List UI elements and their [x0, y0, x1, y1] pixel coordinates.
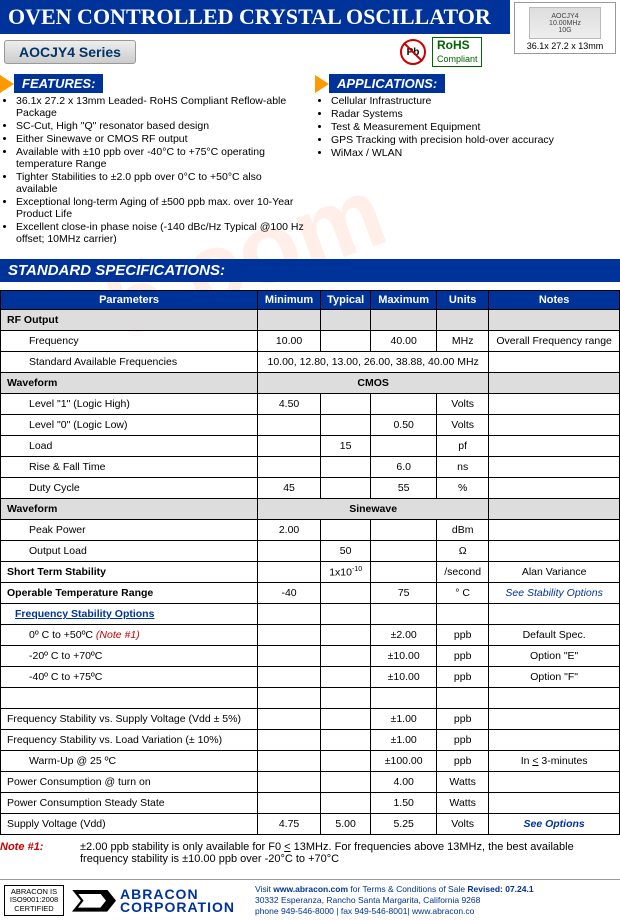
- table-row: Frequency Stability Options: [1, 604, 620, 625]
- rohs-badge: RoHS Compliant: [432, 37, 483, 67]
- table-row: Level "1" (Logic High)4.50Volts: [1, 394, 620, 415]
- pb-free-icon: Pb: [400, 39, 426, 65]
- list-item: GPS Tracking with precision hold-over ac…: [331, 134, 620, 146]
- table-row: RF Output: [1, 310, 620, 331]
- table-row: Frequency Stability vs. Supply Voltage (…: [1, 709, 620, 730]
- features-heading: FEATURES:: [14, 74, 103, 93]
- chip-diagram: AOCJY4 10.00MHz 10G 36.1x 27.2 x 13mm: [514, 2, 616, 54]
- list-item: WiMax / WLAN: [331, 147, 620, 159]
- list-item: Cellular Infrastructure: [331, 95, 620, 107]
- company-logo: ABRACON CORPORATION: [72, 888, 235, 913]
- list-item: Excellent close-in phase noise (-140 dBc…: [16, 221, 305, 245]
- table-row: Output Load50Ω: [1, 541, 620, 562]
- features-list: 36.1x 27.2 x 13mm Leaded- RoHS Compliant…: [0, 95, 305, 245]
- abracon-logo-icon: [72, 890, 116, 912]
- table-row: Power Consumption Steady State1.50Watts: [1, 793, 620, 814]
- spec-table: ParametersMinimumTypicalMaximumUnitsNote…: [0, 290, 620, 835]
- table-row: Rise & Fall Time6.0ns: [1, 457, 620, 478]
- table-row: -40º C to +75ºC±10.00ppbOption "F": [1, 667, 620, 688]
- table-row: Short Term Stability1x10-10/secondAlan V…: [1, 562, 620, 583]
- footer-info: Visit www.abracon.com for Terms & Condit…: [255, 884, 534, 917]
- table-row: -20º C to +70ºC±10.00ppbOption "E": [1, 646, 620, 667]
- applications-list: Cellular InfrastructureRadar SystemsTest…: [315, 95, 620, 159]
- cert-box: ABRACON ISISO9001:2008CERTIFIED: [4, 885, 64, 916]
- list-item: Test & Measurement Equipment: [331, 121, 620, 133]
- list-item: Radar Systems: [331, 108, 620, 120]
- list-item: 36.1x 27.2 x 13mm Leaded- RoHS Compliant…: [16, 95, 305, 119]
- list-item: Exceptional long-term Aging of ±500 ppb …: [16, 196, 305, 220]
- table-row: Standard Available Frequencies10.00, 12.…: [1, 352, 620, 373]
- spec-heading: STANDARD SPECIFICATIONS:: [0, 259, 620, 282]
- table-row: Duty Cycle4555%: [1, 478, 620, 499]
- list-item: Either Sinewave or CMOS RF output: [16, 133, 305, 145]
- footer: ABRACON ISISO9001:2008CERTIFIED ABRACON …: [0, 879, 620, 921]
- table-row: 0º C to +50ºC (Note #1)±2.00ppbDefault S…: [1, 625, 620, 646]
- applications-heading: APPLICATIONS:: [329, 74, 445, 93]
- table-row: Frequency10.0040.00MHzOverall Frequency …: [1, 331, 620, 352]
- table-row: Level "0" (Logic Low)0.50Volts: [1, 415, 620, 436]
- list-item: Available with ±10 ppb over -40°C to +75…: [16, 146, 305, 170]
- table-row: WaveformCMOS: [1, 373, 620, 394]
- note-1: Note #1: ±2.00 ppb stability is only ava…: [0, 841, 620, 865]
- list-item: Tighter Stabilities to ±2.0 ppb over 0°C…: [16, 171, 305, 195]
- series-badge: AOCJY4 Series: [4, 40, 136, 64]
- table-row: WaveformSinewave: [1, 499, 620, 520]
- table-row: Peak Power2.00dBm: [1, 520, 620, 541]
- table-row: Supply Voltage (Vdd)4.755.005.25VoltsSee…: [1, 814, 620, 835]
- table-row: [1, 688, 620, 709]
- table-row: Frequency Stability vs. Load Variation (…: [1, 730, 620, 751]
- table-row: Load15pf: [1, 436, 620, 457]
- page-title: OVEN CONTROLLED CRYSTAL OSCILLATOR: [0, 0, 510, 34]
- list-item: SC-Cut, High "Q" resonator based design: [16, 120, 305, 132]
- table-row: Warm-Up @ 25 ºC±100.00ppbIn < 3-minutes: [1, 751, 620, 772]
- table-row: Power Consumption @ turn on4.00Watts: [1, 772, 620, 793]
- table-row: Operable Temperature Range-4075° CSee St…: [1, 583, 620, 604]
